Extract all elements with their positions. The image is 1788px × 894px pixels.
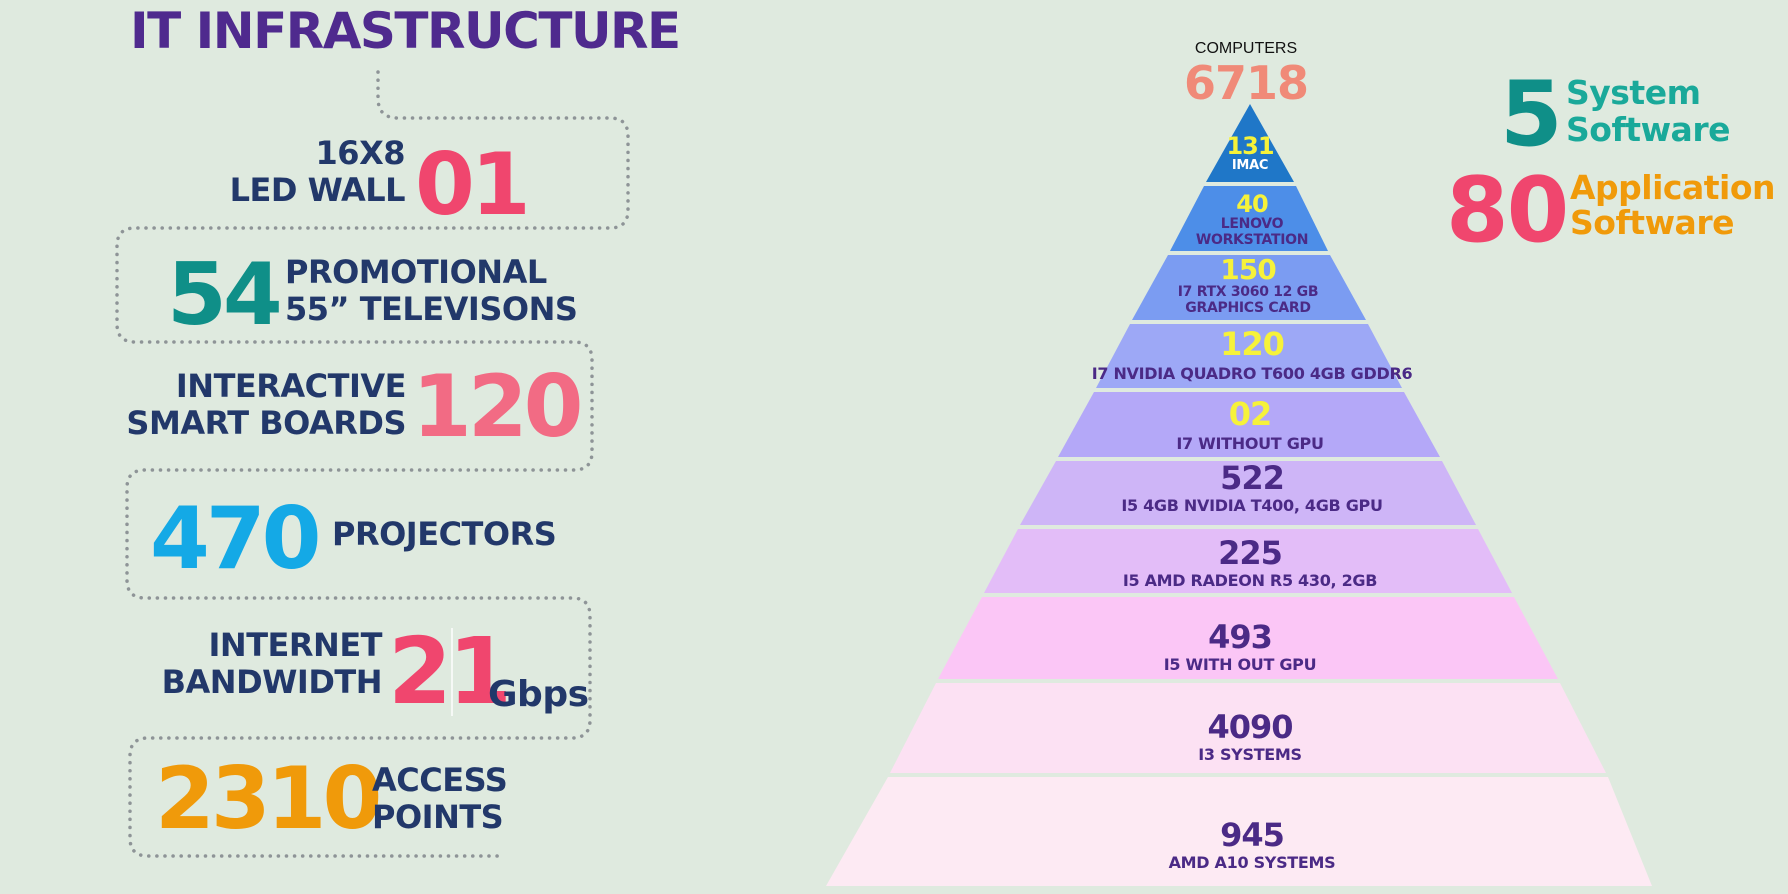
tier-desc: I7 WITHOUT GPU — [1176, 434, 1324, 453]
projectors-value: 470 — [150, 489, 322, 589]
tier-desc: I5 4GB NVIDIA T400, 4GB GPU — [1121, 496, 1383, 515]
computers-label: COMPUTERS — [1194, 40, 1298, 57]
bandwidth-unit: Gbps — [488, 674, 589, 715]
application-software-label-line2: Software — [1570, 203, 1734, 242]
televisions-label-line2: 55” TELEVISONS — [285, 290, 578, 328]
televisions-label: PROMOTIONAL 55” TELEVISONS — [285, 253, 578, 328]
pyramid-tier-8 — [938, 597, 1558, 679]
tier-i5-t400: 522 I5 4GB NVIDIA T400, 4GB GPU — [1121, 459, 1383, 515]
smart-boards-label-line2: SMART BOARDS — [126, 404, 406, 442]
access-points-label-line1: ACCESS — [372, 761, 508, 799]
tier-desc: I5 WITH OUT GPU — [1163, 655, 1317, 674]
bandwidth-label: INTERNET BANDWIDTH — [161, 626, 383, 701]
tier-i7-rtx: 150 I7 RTX 3060 12 GB GRAPHICS CARD — [1177, 253, 1319, 317]
system-software-value: 5 — [1500, 62, 1563, 167]
bandwidth-value: 21 — [388, 618, 512, 725]
application-software-label-line1: Application — [1570, 168, 1776, 207]
tier-value: 225 — [1218, 534, 1283, 572]
projectors-label: PROJECTORS — [332, 515, 557, 553]
smart-boards-label-line1: INTERACTIVE — [175, 367, 407, 405]
tier-desc: I5 AMD RADEON R5 430, 2GB — [1122, 571, 1378, 590]
tier-i3: 4090 I3 SYSTEMS — [1198, 711, 1302, 764]
televisions-value: 54 — [167, 245, 283, 345]
tier-value: 945 — [1220, 816, 1285, 854]
bandwidth-label-line1: INTERNET — [208, 626, 383, 664]
tier-lenovo: 40 LENOVO WORKSTATION — [1195, 190, 1309, 248]
system-software-label-line1: System — [1566, 73, 1701, 112]
page-title: IT INFRASTRUCTURE — [130, 2, 681, 60]
led-wall-label-line2: LED WALL — [229, 171, 406, 209]
tier-desc: IMAC — [1231, 158, 1269, 173]
televisions-label-line1: PROMOTIONAL — [285, 253, 547, 291]
smart-boards-label: INTERACTIVE SMART BOARDS — [126, 368, 406, 442]
pyramid-tier-3 — [1132, 255, 1366, 320]
pyramid-tier-10 — [826, 777, 1652, 886]
led-wall-label: 16X8 LED WALL — [229, 134, 406, 209]
system-software-label-line2: Software — [1566, 110, 1730, 149]
tier-desc: LENOVO — [1220, 216, 1284, 232]
tier-i5-no-gpu: 493 I5 WITH OUT GPU — [1164, 621, 1317, 674]
tier-value: 493 — [1208, 618, 1273, 656]
tier-value: 131 — [1226, 132, 1274, 160]
led-wall-label-line1: 16X8 — [315, 134, 406, 172]
pyramid-tier-5 — [1058, 392, 1440, 457]
led-wall-value: 01 — [415, 135, 531, 235]
pyramid-tier-2 — [1170, 186, 1328, 251]
tier-i7-no-gpu: 02 I7 WITHOUT GPU — [1176, 395, 1324, 453]
system-software-label: System Software — [1566, 74, 1730, 148]
tier-desc: I7 RTX 3060 12 GB — [1177, 284, 1319, 300]
tier-value: 120 — [1220, 325, 1285, 363]
tier-i5-radeon: 225 I5 AMD RADEON R5 430, 2GB — [1122, 534, 1378, 590]
bandwidth-divider — [451, 628, 453, 716]
tier-value: 4090 — [1207, 708, 1293, 746]
tier-desc: I3 SYSTEMS — [1198, 745, 1302, 764]
application-software-value: 80 — [1446, 158, 1569, 263]
pyramid-tier-6 — [1020, 461, 1476, 525]
tier-desc: AMD A10 SYSTEMS — [1168, 853, 1336, 872]
tier-desc: I7 NVIDIA QUADRO T600 4GB GDDR6 — [1091, 364, 1413, 383]
tier-value: 02 — [1228, 395, 1273, 433]
dotted-connector — [115, 70, 630, 858]
tier-value: 522 — [1220, 459, 1285, 497]
access-points-label-line2: POINTS — [372, 798, 504, 836]
tier-desc2: GRAPHICS CARD — [1185, 300, 1311, 316]
access-points-label: ACCESS POINTS — [372, 761, 508, 836]
tier-imac: 131 IMAC — [1226, 132, 1274, 173]
tier-amd-a10: 945 AMD A10 SYSTEMS — [1169, 819, 1336, 872]
pyramid-tier-9 — [890, 683, 1606, 773]
access-points-value: 2310 — [155, 749, 382, 849]
application-software-label: Application Software — [1570, 168, 1776, 242]
smart-boards-value: 120 — [412, 357, 584, 457]
pyramid-tier-4 — [1096, 324, 1402, 388]
computers-total: 6718 — [1183, 56, 1309, 110]
tier-value: 40 — [1236, 190, 1268, 218]
bandwidth-label-line2: BANDWIDTH — [161, 663, 383, 701]
pyramid-tier-1 — [1206, 104, 1294, 182]
tier-desc2: WORKSTATION — [1195, 232, 1309, 248]
tier-i7-quadro: 120 I7 NVIDIA QUADRO T600 4GB GDDR6 — [1092, 328, 1413, 383]
pyramid-tier-7 — [984, 529, 1512, 593]
tier-value: 150 — [1220, 253, 1276, 286]
